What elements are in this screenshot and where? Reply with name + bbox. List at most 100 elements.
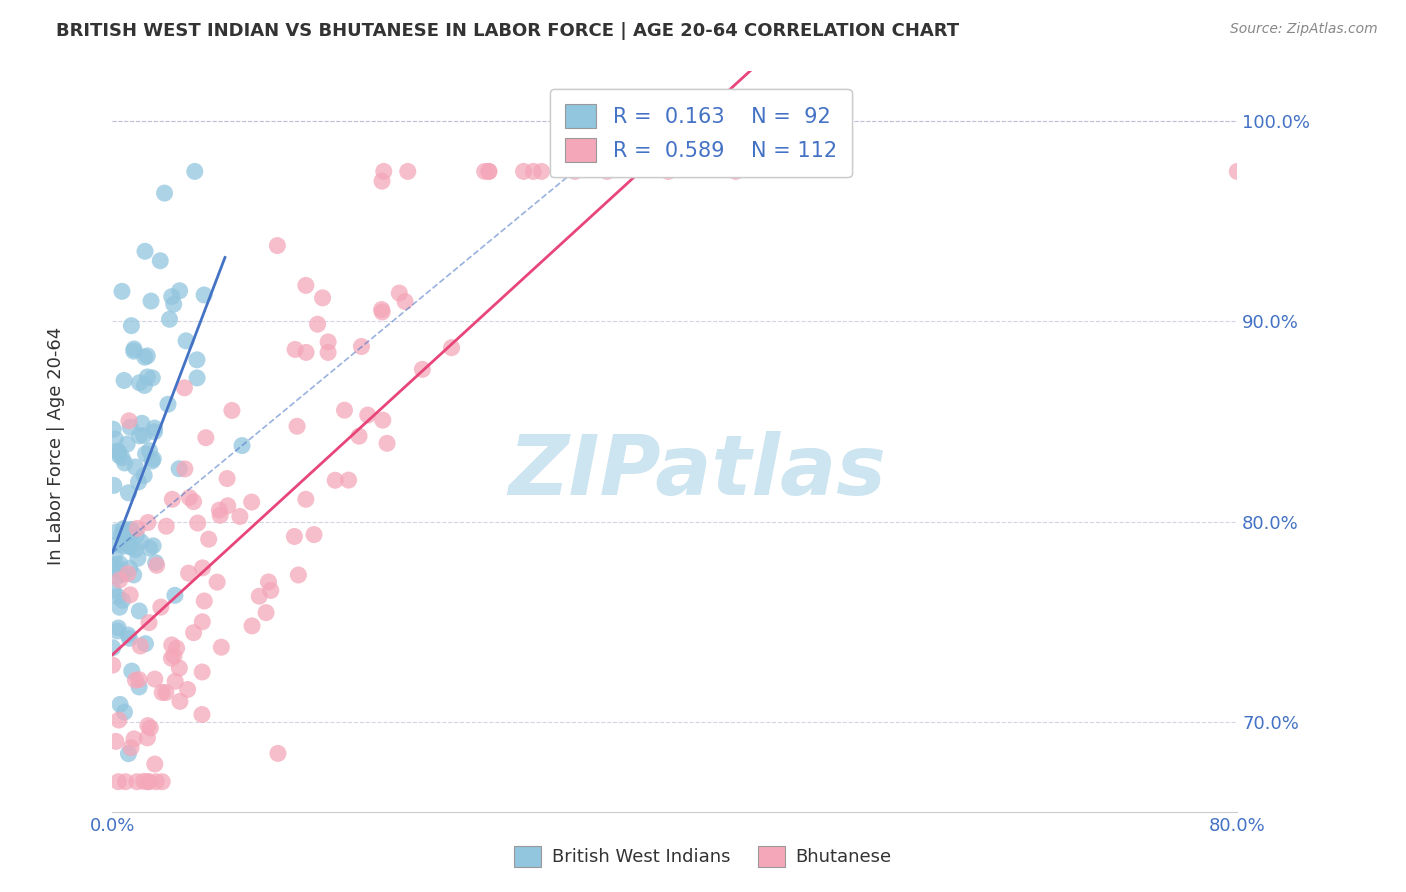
Point xyxy=(247,589,270,603)
Point xyxy=(1226,164,1249,178)
Point xyxy=(163,297,186,311)
Point xyxy=(104,432,127,446)
Point xyxy=(112,374,135,388)
Point xyxy=(165,674,187,689)
Point xyxy=(124,542,146,557)
Point xyxy=(111,450,134,465)
Point xyxy=(108,698,131,712)
Point xyxy=(111,285,134,299)
Point xyxy=(117,566,139,581)
Point xyxy=(150,774,173,789)
Point xyxy=(316,334,339,349)
Point xyxy=(191,707,214,722)
Point xyxy=(141,454,163,468)
Point xyxy=(217,472,239,486)
Point xyxy=(145,558,167,573)
Point xyxy=(128,475,150,489)
Point xyxy=(371,305,394,319)
Point xyxy=(117,628,139,642)
Point xyxy=(128,680,150,694)
Point xyxy=(105,524,128,539)
Point xyxy=(173,381,195,395)
Point xyxy=(134,637,156,651)
Point xyxy=(110,527,132,541)
Point xyxy=(209,640,232,655)
Point xyxy=(186,371,208,385)
Point xyxy=(267,747,290,761)
Point xyxy=(205,575,228,590)
Point xyxy=(128,376,150,390)
Point xyxy=(132,774,155,789)
Point xyxy=(121,664,143,678)
Point xyxy=(108,564,131,578)
Point xyxy=(373,164,395,178)
Point xyxy=(169,661,191,675)
Point xyxy=(108,557,131,571)
Point xyxy=(118,523,141,537)
Point xyxy=(333,403,356,417)
Point xyxy=(112,522,135,536)
Point xyxy=(121,522,143,536)
Point xyxy=(136,349,159,363)
Point xyxy=(134,378,156,392)
Point xyxy=(128,604,150,618)
Point xyxy=(125,528,148,542)
Legend: British West Indians, Bhutanese: British West Indians, Bhutanese xyxy=(508,838,898,874)
Point xyxy=(295,345,318,359)
Point xyxy=(512,164,534,178)
Point xyxy=(120,420,142,434)
Point xyxy=(478,164,501,178)
Point xyxy=(136,774,159,789)
Point xyxy=(129,639,152,653)
Point xyxy=(197,532,219,546)
Point xyxy=(138,541,160,555)
Point xyxy=(122,731,145,746)
Point xyxy=(375,436,398,450)
Point xyxy=(118,414,141,428)
Point xyxy=(657,164,679,178)
Point xyxy=(107,590,129,604)
Point xyxy=(101,422,124,436)
Point xyxy=(229,509,252,524)
Point xyxy=(260,583,283,598)
Point xyxy=(411,362,433,376)
Point xyxy=(131,417,153,431)
Point xyxy=(285,419,308,434)
Point xyxy=(163,648,186,663)
Point xyxy=(118,540,141,554)
Point xyxy=(138,443,160,458)
Point xyxy=(108,448,131,462)
Point xyxy=(295,278,318,293)
Point xyxy=(111,567,134,582)
Point xyxy=(530,164,553,178)
Point xyxy=(124,460,146,475)
Point xyxy=(179,491,201,505)
Point xyxy=(136,731,159,745)
Point xyxy=(108,713,131,727)
Point xyxy=(120,588,142,602)
Point xyxy=(323,473,346,487)
Point xyxy=(160,290,183,304)
Point xyxy=(136,516,159,530)
Point xyxy=(107,445,129,459)
Point xyxy=(187,516,209,530)
Point xyxy=(128,429,150,443)
Point xyxy=(162,492,184,507)
Point xyxy=(108,600,131,615)
Point xyxy=(101,658,124,673)
Point xyxy=(160,651,183,665)
Point xyxy=(134,468,156,483)
Point xyxy=(163,588,186,602)
Point xyxy=(231,439,253,453)
Point xyxy=(160,638,183,652)
Point xyxy=(564,164,586,178)
Point xyxy=(114,456,136,470)
Point xyxy=(166,641,188,656)
Point xyxy=(311,291,333,305)
Point xyxy=(120,740,142,755)
Point xyxy=(217,499,239,513)
Point xyxy=(114,774,136,789)
Point xyxy=(118,529,141,543)
Point xyxy=(134,244,156,259)
Point xyxy=(107,621,129,635)
